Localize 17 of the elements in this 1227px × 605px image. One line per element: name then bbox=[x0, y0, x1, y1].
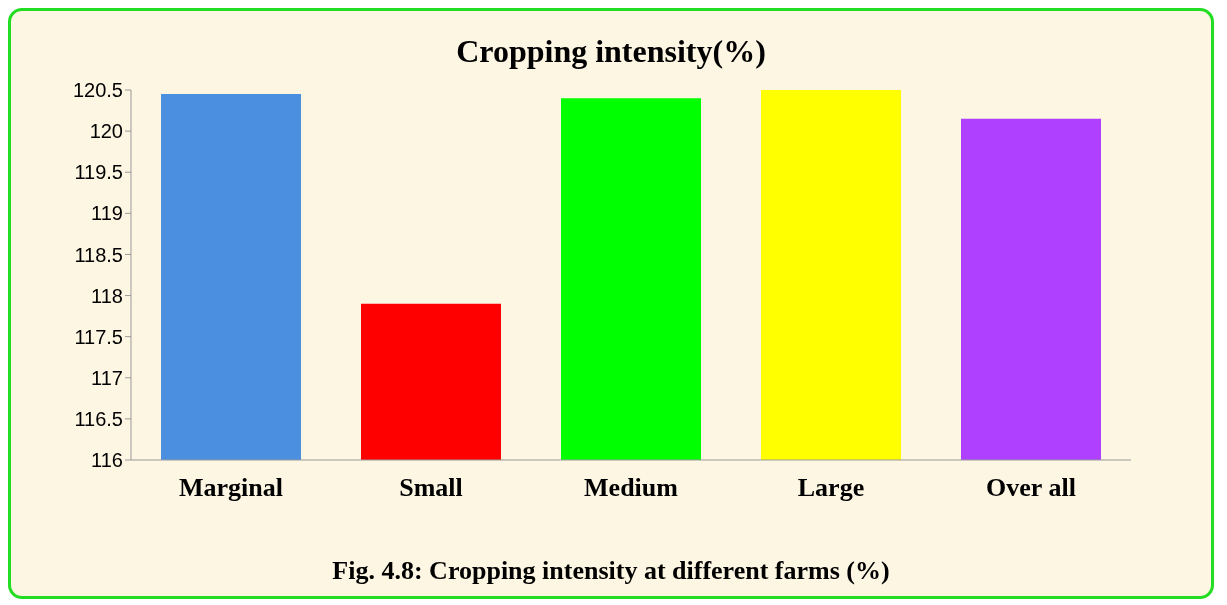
x-tick-label: Medium bbox=[584, 473, 679, 503]
y-tick-label: 119 bbox=[91, 202, 123, 225]
y-tick-label: 118.5 bbox=[74, 243, 123, 266]
y-tick-label: 119.5 bbox=[74, 161, 123, 184]
x-tick-label: Marginal bbox=[179, 473, 283, 503]
x-tick-label: Over all bbox=[986, 473, 1076, 503]
y-tick-label: 116 bbox=[91, 449, 123, 472]
y-tick-label: 117.5 bbox=[74, 325, 123, 348]
y-tick-label: 120 bbox=[89, 120, 123, 143]
x-tick-label: Large bbox=[797, 473, 865, 503]
y-tick-label: 117 bbox=[91, 366, 123, 389]
y-tick-label: 116.5 bbox=[74, 407, 123, 430]
chart-title: Cropping intensity(%) bbox=[455, 32, 767, 70]
y-tick-label: 120.5 bbox=[72, 79, 123, 102]
caption: Fig. 4.8: Cropping intensity at different farms (%) bbox=[331, 556, 891, 586]
x-tick-label: Small bbox=[399, 473, 463, 503]
y-tick-label: 118 bbox=[91, 284, 123, 307]
